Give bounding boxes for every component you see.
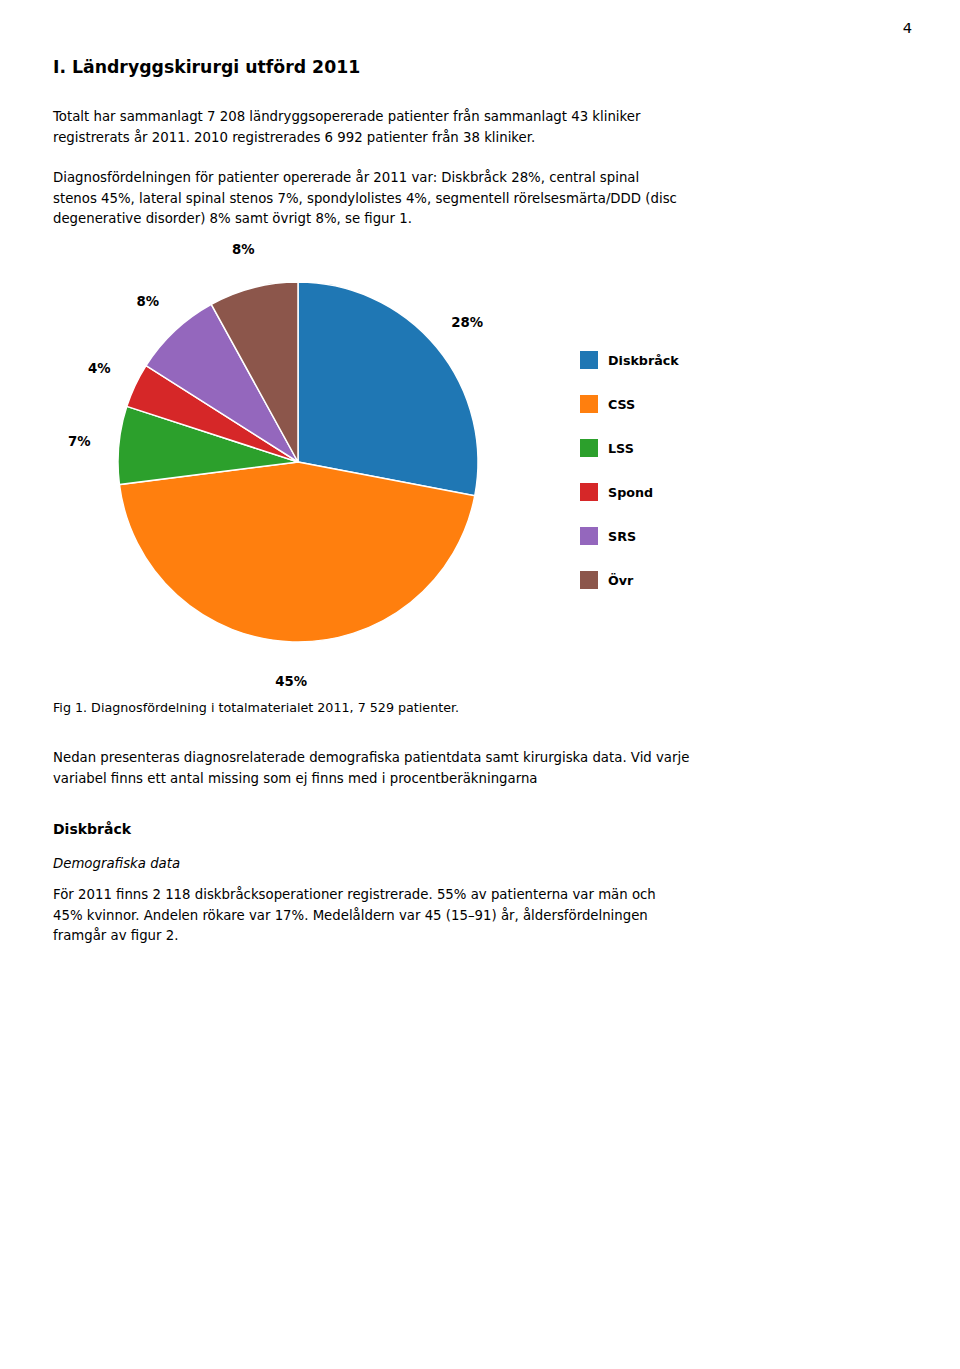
legend-label: Spond (608, 485, 653, 500)
data-labels: 28% 45% 7% 4% 8% 8% (68, 242, 483, 689)
legend-label: Diskbråck (608, 353, 679, 368)
legend-label: LSS (608, 441, 634, 456)
page-number: 4 (903, 19, 912, 36)
legend-item: CSS (580, 395, 635, 413)
pie-slice (211, 282, 298, 462)
text-line: 45% kvinnor. Andelen rökare var 17%. Med… (53, 907, 648, 923)
data-label: 8% (232, 242, 255, 257)
data-label: 4% (88, 361, 111, 376)
text-line: Fig 1. Diagnosfördelning i totalmaterial… (53, 700, 459, 715)
legend-label: Övr (608, 573, 634, 588)
legend-item: Spond (580, 483, 653, 501)
data-label: 28% (451, 315, 483, 330)
legend-label: SRS (608, 529, 636, 544)
text-line: För 2011 finns 2 118 diskbråcksoperation… (53, 886, 656, 902)
text-line: Diskbråck (53, 821, 132, 837)
legend-item: LSS (580, 439, 634, 457)
page-title: I. Ländryggskirurgi utförd 2011 (53, 57, 360, 77)
text-line: Totalt har sammanlagt 7 208 ländryggsope… (52, 108, 641, 124)
legend-swatch (580, 395, 598, 413)
text-line: Diagnosfördelningen för patienter operer… (53, 169, 639, 185)
legend-swatch (580, 483, 598, 501)
text-line: stenos 45%, lateral spinal stenos 7%, sp… (53, 191, 677, 206)
text-line: degenerative disorder) 8% samt övrigt 8%… (53, 211, 412, 226)
section-title: Diskbråck (53, 821, 132, 837)
legend-swatch (580, 571, 598, 589)
text-line: framgår av figur 2. (53, 927, 178, 943)
data-label: 7% (68, 434, 91, 449)
legend-swatch (580, 439, 598, 457)
text-line: Nedan presenteras diagnosrelaterade demo… (53, 750, 689, 765)
legend: Diskbråck CSS LSS Spond SRS Övr (580, 351, 679, 589)
text-line: I. Ländryggskirurgi utförd 2011 (53, 57, 360, 77)
legend-item: Övr (580, 571, 634, 589)
legend-item: Diskbråck (580, 351, 679, 369)
paragraph: Totalt har sammanlagt 7 208 ländryggsope… (52, 108, 641, 145)
data-label: 8% (136, 294, 159, 309)
text-line: Demografiska data (53, 856, 180, 871)
paragraph: Nedan presenteras diagnosrelaterade demo… (53, 750, 689, 786)
pie (118, 282, 478, 642)
legend-label: CSS (608, 397, 635, 412)
text-line: registrerats år 2011. 2010 registrerades… (53, 129, 535, 145)
legend-item: SRS (580, 527, 636, 545)
page: 4 I. Ländryggskirurgi utförd 2011 Totalt h… (0, 0, 960, 1369)
pie-slice (119, 462, 474, 642)
legend-swatch (580, 351, 598, 369)
paragraph: Diagnosfördelningen för patienter operer… (53, 169, 677, 226)
text-line: 4 (903, 19, 912, 36)
paragraph: För 2011 finns 2 118 diskbråcksoperation… (53, 886, 656, 943)
data-label: 45% (275, 674, 307, 689)
section-subtitle: Demografiska data (53, 856, 180, 871)
text-line: variabel finns ett antal missing som ej … (53, 771, 537, 786)
legend-swatch (580, 527, 598, 545)
chart-title: Fig 1. Diagnosfördelning i totalmaterial… (53, 700, 459, 715)
